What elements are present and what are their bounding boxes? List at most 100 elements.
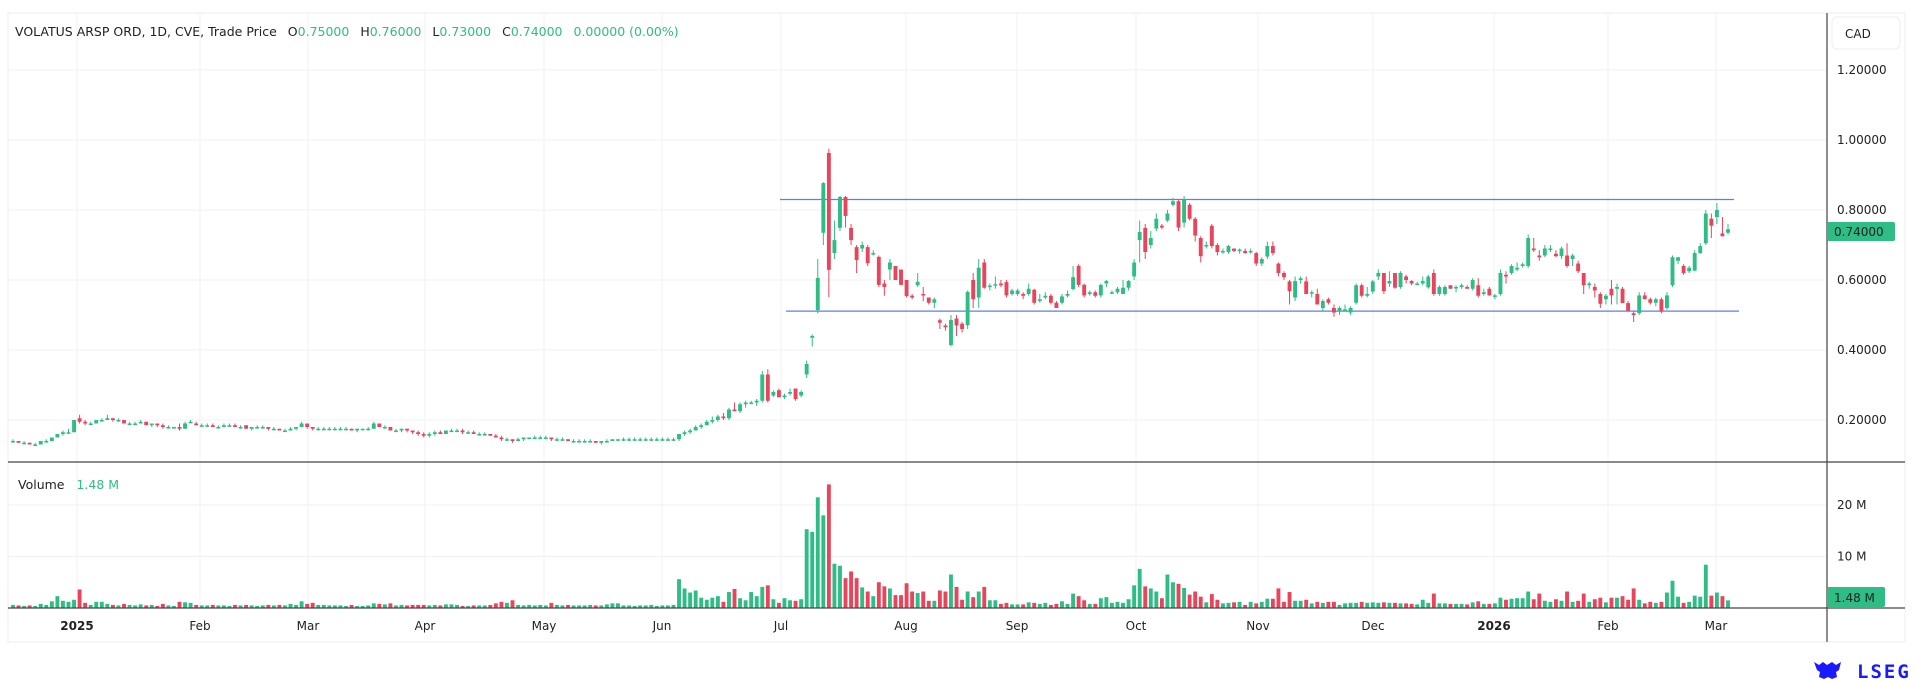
time-tick-label: Mar: [297, 619, 320, 633]
candle-body: [377, 423, 382, 427]
candle-body: [1631, 313, 1636, 315]
candle-body: [1343, 309, 1347, 311]
candle: [1642, 292, 1647, 300]
volume-bar: [593, 605, 598, 608]
candle-body: [488, 434, 493, 436]
volume-bar: [344, 605, 348, 608]
price-axis-labels[interactable]: 1.20000 1.00000 0.80000 0.60000 0.40000 0.200…: [1837, 63, 1887, 427]
candle: [610, 439, 615, 441]
volume-bar: [943, 591, 948, 608]
volume-bar: [405, 605, 410, 608]
horizontal-line-drawings[interactable]: [780, 198, 1739, 312]
volume-bar: [632, 605, 637, 608]
volume-bar: [865, 591, 870, 608]
candle-body: [882, 283, 887, 287]
volume-bar: [255, 605, 260, 608]
candle: [549, 437, 554, 441]
currency-button[interactable]: [1831, 16, 1901, 50]
candlestick-series: [11, 148, 1730, 447]
candle-body: [77, 418, 82, 422]
volume-bar: [604, 604, 609, 608]
volume-bar: [532, 605, 537, 608]
candle-body: [1060, 296, 1064, 303]
change-value: 0.00000 (0.00%): [574, 24, 679, 39]
candle-body: [577, 441, 582, 443]
symbol-description: VOLATUS ARSP ORD, 1D, CVE, Trade Price: [15, 24, 277, 39]
volume-bar: [1442, 603, 1447, 608]
candle-body: [1043, 295, 1048, 298]
high-value: 0.76000: [370, 24, 422, 39]
candle-body: [1287, 281, 1292, 292]
candle-body: [327, 428, 332, 431]
candle-body: [399, 428, 404, 431]
candle: [277, 428, 282, 431]
candle: [815, 259, 820, 314]
volume-bar: [677, 579, 681, 608]
volume-bar: [332, 605, 337, 608]
volume-bar: [1021, 604, 1026, 608]
candle-body: [643, 439, 648, 441]
candle-body: [1165, 213, 1170, 221]
candle: [1065, 290, 1070, 298]
candle-body: [1542, 248, 1547, 256]
volume-bar: [887, 588, 892, 608]
volume-axis-labels: 20 M 10 M: [1837, 498, 1866, 564]
candle-body: [471, 432, 476, 434]
candle-body: [810, 336, 815, 338]
volume-bar: [860, 587, 865, 608]
candle-body: [1626, 303, 1631, 311]
volume-bar: [1198, 596, 1203, 608]
candle-body: [743, 402, 748, 405]
candle: [1087, 290, 1092, 296]
volume-bar: [932, 600, 937, 608]
candle-body: [1692, 253, 1697, 271]
candle-body: [1087, 292, 1092, 294]
candle-body: [1476, 285, 1481, 296]
candle-body: [699, 425, 704, 427]
volume-bar: [155, 605, 160, 608]
price-tick-label: 0.20000: [1837, 413, 1887, 427]
candle: [1504, 271, 1508, 284]
candle-body: [432, 432, 437, 434]
candle-body: [1159, 225, 1164, 228]
time-axis-labels[interactable]: 2025 Feb Mar Apr May Jun Jul Aug Sep Oct Nov Dec 202…: [60, 619, 1727, 633]
candle: [649, 437, 654, 441]
candle-body: [1559, 248, 1564, 257]
volume-bar: [33, 605, 38, 608]
candle-body: [566, 439, 570, 441]
candle-body: [466, 432, 471, 434]
candle: [949, 315, 953, 347]
last-price-tag: [1827, 222, 1895, 241]
candle-body: [1254, 253, 1259, 264]
candle: [443, 430, 448, 434]
candle-body: [1531, 248, 1536, 251]
candle-body: [1537, 255, 1542, 258]
candle: [660, 437, 665, 441]
candle-body: [1509, 266, 1514, 273]
candle: [1653, 297, 1658, 307]
candle-body: [527, 437, 532, 439]
candle-body: [1426, 276, 1431, 288]
candle-body: [876, 256, 881, 285]
volume-bar: [1204, 602, 1209, 608]
volume-bar: [849, 571, 854, 608]
candle: [366, 427, 371, 431]
candle-body: [1659, 299, 1664, 312]
candle: [788, 388, 792, 396]
candle: [266, 427, 271, 431]
candle-body: [1237, 249, 1242, 252]
candle: [904, 280, 909, 298]
price-tick-label: 0.80000: [1837, 203, 1887, 217]
candle-body: [1570, 255, 1575, 259]
candle-body: [632, 439, 637, 441]
candle-body: [105, 418, 110, 420]
candle: [993, 276, 998, 289]
volume-bar: [1665, 592, 1669, 608]
candle: [715, 414, 720, 422]
candle-body: [543, 437, 548, 439]
time-tick-label: Feb: [189, 619, 210, 633]
volume-bar: [1115, 601, 1120, 608]
candle-body: [1420, 281, 1425, 284]
candle-body: [1603, 295, 1608, 300]
